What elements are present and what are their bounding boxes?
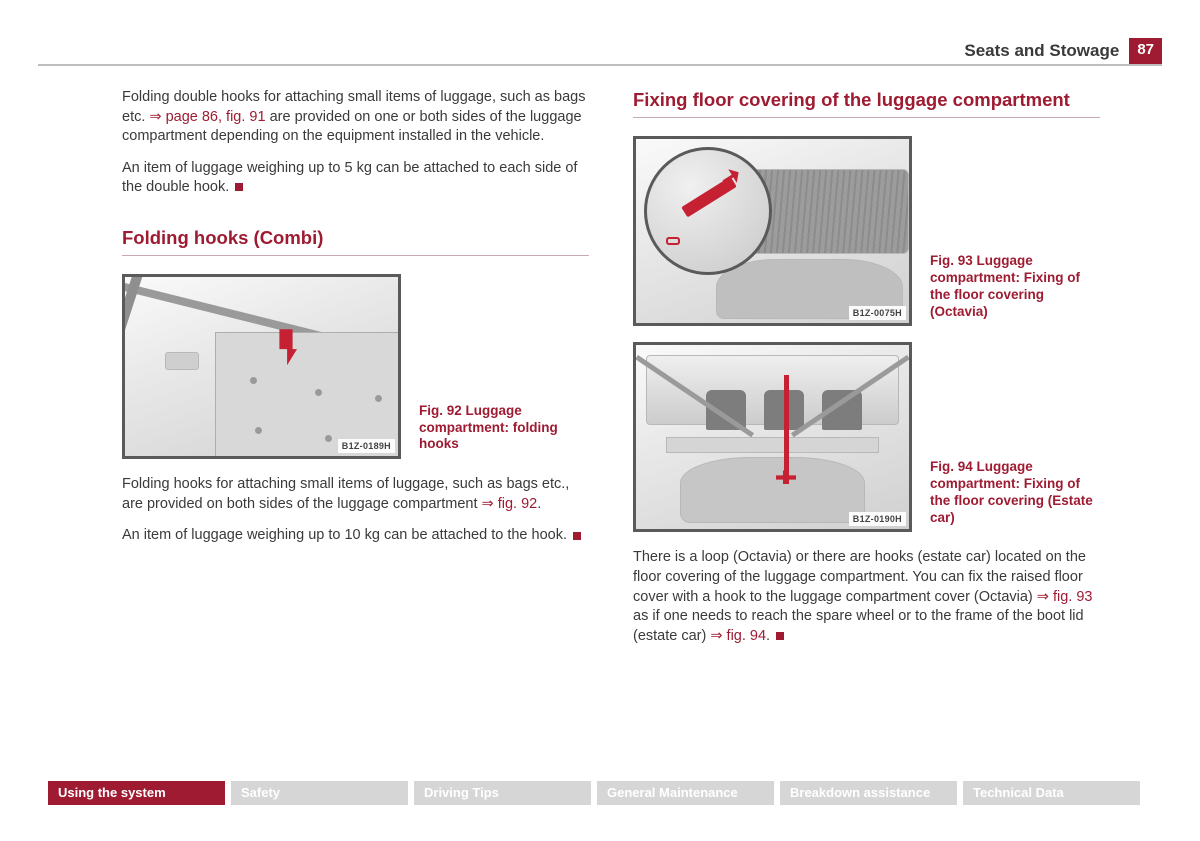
page-number-badge: 87 <box>1129 38 1162 64</box>
figure-94-id: B1Z-0190H <box>849 512 906 526</box>
heading-fixing-floor-covering: Fixing floor covering of the luggage com… <box>633 88 1100 113</box>
heading-folding-hooks-combi: Folding hooks (Combi) <box>122 226 589 251</box>
xref-fig92[interactable]: ⇒ fig. 92 <box>482 496 538 512</box>
para-intro-1: Folding double hooks for attaching small… <box>122 88 589 147</box>
tab-breakdown-assistance[interactable]: Breakdown assistance <box>780 781 957 805</box>
footer-tabs: Using the system Safety Driving Tips Gen… <box>48 781 1140 805</box>
page-header: Seats and Stowage 87 <box>964 38 1162 64</box>
text: An item of luggage weighing up to 10 kg … <box>122 527 567 543</box>
para-combi-2: An item of luggage weighing up to 10 kg … <box>122 526 589 546</box>
section-title: Seats and Stowage <box>964 38 1129 64</box>
text: . <box>537 496 541 512</box>
tab-driving-tips[interactable]: Driving Tips <box>414 781 591 805</box>
figure-94-image: B1Z-0190H <box>633 342 912 532</box>
text: as if one needs to reach the spare wheel… <box>633 608 1084 644</box>
end-marker-icon <box>235 183 243 191</box>
xref-fig94[interactable]: ⇒ fig. 94 <box>710 628 766 644</box>
figure-93-row: B1Z-0075H Fig. 93 Luggage compartment: F… <box>633 136 1100 326</box>
figure-94-caption: Fig. 94 Luggage compartment: Fixing of t… <box>930 459 1100 533</box>
tab-general-maintenance[interactable]: General Maintenance <box>597 781 774 805</box>
para-combi-1: Folding hooks for attaching small items … <box>122 475 589 514</box>
end-marker-icon <box>776 632 784 640</box>
para-floor-covering: There is a loop (Octavia) or there are h… <box>633 548 1100 646</box>
text: An item of luggage weighing up to 5 kg c… <box>122 160 577 196</box>
content-area: Folding double hooks for attaching small… <box>122 88 1100 753</box>
right-column: Fixing floor covering of the luggage com… <box>633 88 1100 753</box>
header-rule <box>38 64 1162 66</box>
figure-92-image: B1Z-0189H <box>122 274 401 459</box>
heading-rule <box>633 117 1100 119</box>
figure-94-row: B1Z-0190H Fig. 94 Luggage compartment: F… <box>633 342 1100 532</box>
figure-92-row: B1Z-0189H Fig. 92 Luggage compartment: f… <box>122 274 589 459</box>
figure-92-id: B1Z-0189H <box>338 439 395 453</box>
figure-93-id: B1Z-0075H <box>849 306 906 320</box>
tab-safety[interactable]: Safety <box>231 781 408 805</box>
heading-rule <box>122 255 589 257</box>
xref-fig93[interactable]: ⇒ fig. 93 <box>1037 589 1093 605</box>
text: . <box>766 628 770 644</box>
tab-using-the-system[interactable]: Using the system <box>48 781 225 805</box>
para-intro-2: An item of luggage weighing up to 5 kg c… <box>122 159 589 198</box>
xref-page86-fig91[interactable]: ⇒ page 86, fig. 91 <box>149 109 265 125</box>
tab-technical-data[interactable]: Technical Data <box>963 781 1140 805</box>
end-marker-icon <box>573 532 581 540</box>
figure-93-image: B1Z-0075H <box>633 136 912 326</box>
figure-92-caption: Fig. 92 Luggage compartment: folding hoo… <box>419 403 589 460</box>
text: There is a loop (Octavia) or there are h… <box>633 549 1086 604</box>
figure-93-caption: Fig. 93 Luggage compartment: Fixing of t… <box>930 253 1100 327</box>
left-column: Folding double hooks for attaching small… <box>122 88 589 753</box>
